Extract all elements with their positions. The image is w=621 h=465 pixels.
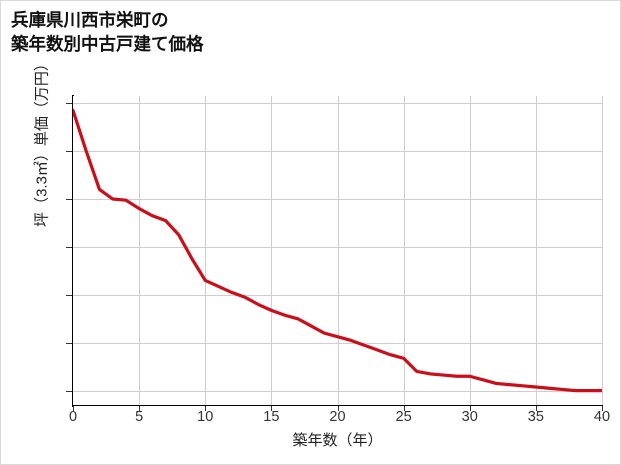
x-tickmark-5	[139, 406, 141, 411]
data-series-line	[73, 108, 602, 393]
x-tickmark-10	[205, 406, 207, 411]
gridline-x-25	[403, 96, 405, 405]
gridline-x-30	[469, 96, 471, 405]
x-tickmark-0	[73, 406, 74, 411]
gridline-x-35	[535, 96, 537, 405]
x-tick-label-10: 10	[197, 409, 214, 425]
y-tickmark-60	[66, 342, 72, 344]
x-tickmark-35	[535, 406, 537, 411]
x-tick-label-40: 40	[593, 409, 611, 425]
x-axis-title: 築年数（年）	[292, 432, 383, 449]
y-tickmark-100	[66, 246, 72, 248]
x-tickmark-25	[403, 406, 405, 411]
x-tickmark-15	[271, 406, 273, 411]
gridline-x-10	[205, 96, 207, 405]
gridline-x-40	[602, 96, 603, 405]
x-tick-label-20: 20	[329, 409, 346, 425]
chart-title: 兵庫県川西市栄町の 築年数別中古戸建て価格	[11, 10, 204, 54]
x-tickmark-30	[469, 406, 471, 411]
x-tickmark-40	[602, 406, 603, 411]
x-tick-label-0: 0	[68, 409, 78, 425]
y-tickmark-160	[66, 103, 72, 105]
y-tickmark-80	[66, 294, 72, 296]
x-tick-label-25: 25	[395, 409, 412, 425]
gridline-x-15	[271, 96, 273, 405]
y-axis-title: 坪（3.3㎡）単価（万円）	[33, 56, 51, 227]
x-tickmark-20	[337, 406, 339, 411]
y-tickmark-120	[66, 199, 72, 200]
x-tick-label-5: 5	[135, 409, 144, 425]
gridline-x-5	[139, 96, 141, 405]
x-tick-label-30: 30	[461, 409, 478, 425]
price-line-path	[73, 108, 602, 393]
y-tickmark-140	[66, 151, 72, 153]
x-axis-spine	[72, 404, 603, 406]
x-tick-label-15: 15	[263, 409, 280, 425]
plot-area	[73, 96, 603, 405]
y-tickmark-40	[66, 390, 72, 392]
x-tick-label-35: 35	[527, 409, 544, 425]
gridline-x-20	[337, 96, 339, 405]
